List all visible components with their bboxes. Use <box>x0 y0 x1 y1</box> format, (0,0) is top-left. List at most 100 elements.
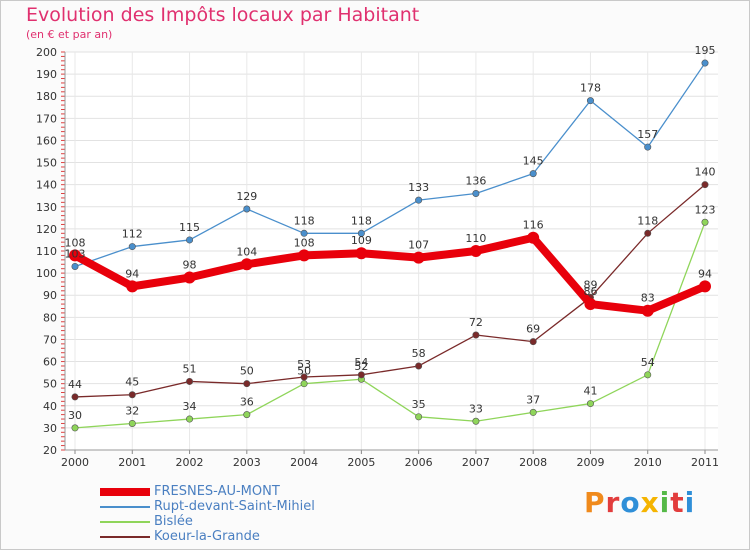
x-tick-label: 2002 <box>176 456 204 469</box>
data-label: 115 <box>179 221 200 234</box>
data-label: 195 <box>695 44 716 57</box>
data-point <box>701 59 709 67</box>
data-label: 52 <box>354 360 368 373</box>
data-label: 140 <box>695 166 716 179</box>
data-label: 33 <box>469 402 483 415</box>
data-label: 112 <box>122 228 143 241</box>
data-label: 108 <box>294 236 315 249</box>
data-point <box>472 417 480 425</box>
data-label: 86 <box>583 285 597 298</box>
data-label: 35 <box>412 398 426 411</box>
x-tick-label: 2005 <box>347 456 375 469</box>
data-label: 107 <box>408 239 429 252</box>
legend-label: FRESNES-AU-MONT <box>154 484 280 499</box>
data-point <box>472 190 480 198</box>
x-tick-label: 2000 <box>61 456 89 469</box>
data-label: 30 <box>68 409 82 422</box>
data-label: 123 <box>695 203 716 216</box>
data-point <box>529 408 537 416</box>
data-point <box>701 218 709 226</box>
data-point <box>300 373 308 381</box>
y-tick-label: 190 <box>36 68 57 81</box>
data-label: 145 <box>523 155 544 168</box>
logo-letter: P <box>584 486 606 519</box>
y-tick-label: 80 <box>43 311 57 324</box>
data-label: 118 <box>294 214 315 227</box>
data-point <box>586 400 594 408</box>
series-line-rupt-devant-saint-mihiel <box>74 62 706 268</box>
data-point <box>412 251 425 264</box>
data-point <box>69 249 81 262</box>
data-point <box>186 377 194 385</box>
data-label: 50 <box>297 365 311 378</box>
proxiti-logo: Proxiti <box>584 486 695 519</box>
y-tick-label: 170 <box>36 112 57 125</box>
legend-label: Koeur-la-Grande <box>154 529 260 544</box>
logo-letter: r <box>605 486 621 519</box>
chart-title: Evolution des Impôts locaux par Habitant <box>26 4 420 26</box>
chart-subtitle: (en € et par an) <box>26 28 113 41</box>
y-tick-label: 90 <box>43 289 57 302</box>
legend-label: Bislée <box>154 514 193 529</box>
data-point <box>469 245 482 257</box>
data-label: 89 <box>583 278 597 291</box>
data-label: 129 <box>236 190 257 203</box>
data-point <box>126 280 139 293</box>
y-tick-label: 110 <box>36 245 57 258</box>
x-tick-label: 2007 <box>462 456 490 469</box>
data-point <box>415 196 423 204</box>
data-label: 58 <box>412 347 426 360</box>
data-label: 178 <box>580 82 601 95</box>
data-point <box>243 205 251 213</box>
data-label: 34 <box>183 400 197 413</box>
data-label: 104 <box>236 245 257 258</box>
data-label: 54 <box>641 356 655 369</box>
legend-swatch <box>100 488 150 496</box>
y-tick-label: 180 <box>36 90 57 103</box>
data-point <box>186 236 194 244</box>
data-point <box>644 371 652 379</box>
y-tick-label: 140 <box>36 179 57 192</box>
data-point <box>644 229 652 237</box>
data-label: 72 <box>469 316 483 329</box>
data-point <box>298 249 311 262</box>
data-label: 136 <box>465 175 486 188</box>
data-point <box>243 411 251 419</box>
data-point <box>243 380 251 388</box>
logo-letter: i <box>684 486 696 519</box>
data-point <box>128 243 136 251</box>
logo-letter: o <box>620 486 641 519</box>
legend-swatch <box>100 536 150 538</box>
data-point <box>527 231 540 244</box>
data-point <box>699 280 711 293</box>
logo-letter: t <box>670 486 685 519</box>
data-label: 133 <box>408 181 429 194</box>
data-label: 118 <box>351 214 372 227</box>
data-point <box>529 338 537 346</box>
data-label: 45 <box>125 376 139 389</box>
data-point <box>71 262 79 270</box>
data-label: 94 <box>698 267 712 280</box>
legend-label: Rupt-devant-Saint-Mihiel <box>154 499 315 514</box>
data-point <box>71 424 79 432</box>
data-point <box>415 362 423 370</box>
y-tick-label: 40 <box>43 400 57 413</box>
y-tick-label: 160 <box>36 134 57 147</box>
data-point <box>357 371 365 379</box>
data-point <box>71 393 79 401</box>
data-label: 50 <box>240 365 254 378</box>
data-label: 157 <box>637 128 658 141</box>
y-tick-label: 120 <box>36 223 57 236</box>
data-label: 109 <box>351 234 372 247</box>
data-point <box>186 415 194 423</box>
legend-swatch <box>100 521 150 523</box>
data-label: 41 <box>583 385 597 398</box>
series-line-koeur-la-grande <box>74 184 706 398</box>
data-point <box>128 419 136 427</box>
logo-letter: i <box>659 486 671 519</box>
x-tick-label: 2010 <box>634 456 662 469</box>
data-point <box>240 258 253 271</box>
x-tick-label: 2004 <box>290 456 318 469</box>
data-label: 94 <box>125 267 139 280</box>
data-point <box>300 229 308 237</box>
